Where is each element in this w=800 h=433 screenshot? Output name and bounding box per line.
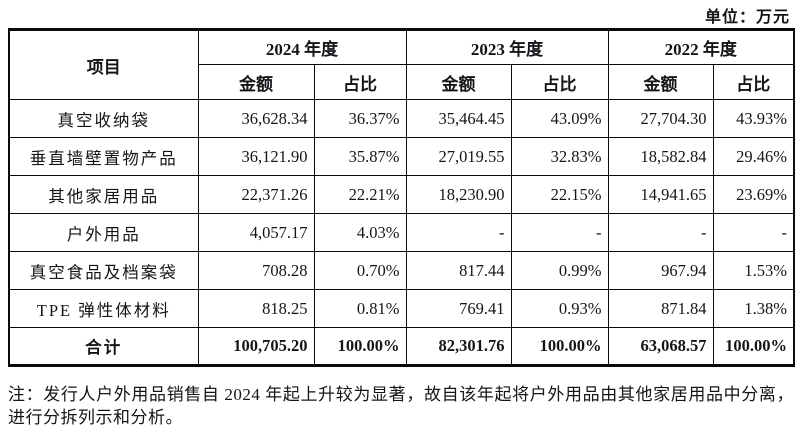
- amount-cell: 4,057.17: [197, 213, 315, 252]
- ratio-cell: -: [712, 213, 795, 252]
- amount-cell: 63,068.57: [607, 327, 714, 366]
- amount-cell: 35,464.45: [405, 99, 512, 138]
- footnote: 注：发行人户外用品销售自 2024 年起上升较为显著，故自该年起将户外用品由其他…: [8, 385, 794, 427]
- table-row: 其他家居用品 22,371.26 22.21% 18,230.90 22.15% 14,9…: [8, 175, 795, 214]
- header-amount-2023: 金额: [405, 64, 512, 100]
- table-row: 户外用品 4,057.17 4.03% - - - -: [8, 213, 795, 252]
- amount-cell: 22,371.26: [197, 175, 315, 214]
- header-item: 项目: [8, 29, 199, 100]
- ratio-cell: 0.99%: [510, 251, 609, 290]
- amount-cell: 769.41: [405, 289, 512, 328]
- unit-label: 单位：万元: [704, 9, 790, 26]
- ratio-cell: 0.93%: [510, 289, 609, 328]
- table-row: TPE 弹性体材料 818.25 0.81% 769.41 0.93% 871.84 1.3…: [8, 289, 795, 328]
- row-item-label: 户外用品: [8, 213, 199, 252]
- ratio-cell: 29.46%: [712, 137, 795, 176]
- revenue-breakdown-table: 项目 2024 年度 2023 年度 2022 年度 金额 占比 金额 占比 金…: [8, 28, 795, 367]
- ratio-cell: 0.81%: [313, 289, 407, 328]
- ratio-cell: 100.00%: [712, 327, 795, 366]
- amount-cell: 18,230.90: [405, 175, 512, 214]
- ratio-cell: 36.37%: [313, 99, 407, 138]
- amount-cell: 36,121.90: [197, 137, 315, 176]
- ratio-cell: 32.83%: [510, 137, 609, 176]
- amount-cell: 708.28: [197, 251, 315, 290]
- header-ratio-2023: 占比: [510, 64, 609, 100]
- amount-cell: 82,301.76: [405, 327, 512, 366]
- header-year-2023: 2023 年度: [405, 29, 609, 65]
- amount-cell: -: [405, 213, 512, 252]
- amount-cell: 18,582.84: [607, 137, 714, 176]
- header-amount-2022: 金额: [607, 64, 714, 100]
- amount-cell: 818.25: [197, 289, 315, 328]
- row-item-label: TPE 弹性体材料: [8, 289, 199, 328]
- table-row: 真空收纳袋 36,628.34 36.37% 35,464.45 43.09% 27,70…: [8, 99, 795, 138]
- table-row: 垂直墙壁置物产品 36,121.90 35.87% 27,019.55 32.83% 18…: [8, 137, 795, 176]
- row-item-label: 真空食品及档案袋: [8, 251, 199, 290]
- total-row: 合计 100,705.20 100.00% 82,301.76 100.00% 63,06…: [8, 327, 795, 366]
- table-row: 真空食品及档案袋 708.28 0.70% 817.44 0.99% 967.94 1.53…: [8, 251, 795, 290]
- ratio-cell: 4.03%: [313, 213, 407, 252]
- ratio-cell: 22.21%: [313, 175, 407, 214]
- ratio-cell: 22.15%: [510, 175, 609, 214]
- amount-cell: 14,941.65: [607, 175, 714, 214]
- header-ratio-2024: 占比: [313, 64, 407, 100]
- amount-cell: 27,704.30: [607, 99, 714, 138]
- amount-cell: 27,019.55: [405, 137, 512, 176]
- header-year-2024: 2024 年度: [197, 29, 407, 65]
- header-amount-2024: 金额: [197, 64, 315, 100]
- ratio-cell: 35.87%: [313, 137, 407, 176]
- amount-cell: 36,628.34: [197, 99, 315, 138]
- amount-cell: 817.44: [405, 251, 512, 290]
- amount-cell: 871.84: [607, 289, 714, 328]
- table-header: 项目 2024 年度 2023 年度 2022 年度 金额 占比 金额 占比 金…: [8, 29, 795, 100]
- header-ratio-2022: 占比: [712, 64, 795, 100]
- ratio-cell: 1.53%: [712, 251, 795, 290]
- amount-cell: 967.94: [607, 251, 714, 290]
- ratio-cell: -: [510, 213, 609, 252]
- ratio-cell: 100.00%: [510, 327, 609, 366]
- amount-cell: 100,705.20: [197, 327, 315, 366]
- ratio-cell: 0.70%: [313, 251, 407, 290]
- ratio-cell: 43.09%: [510, 99, 609, 138]
- ratio-cell: 1.38%: [712, 289, 795, 328]
- amount-cell: -: [607, 213, 714, 252]
- ratio-cell: 43.93%: [712, 99, 795, 138]
- header-year-2022: 2022 年度: [607, 29, 795, 65]
- ratio-cell: 23.69%: [712, 175, 795, 214]
- row-item-label: 其他家居用品: [8, 175, 199, 214]
- row-item-label: 垂直墙壁置物产品: [8, 137, 199, 176]
- row-item-label: 合计: [8, 327, 199, 366]
- ratio-cell: 100.00%: [313, 327, 407, 366]
- row-item-label: 真空收纳袋: [8, 99, 199, 138]
- table-body: 真空收纳袋 36,628.34 36.37% 35,464.45 43.09% 27,70…: [8, 99, 795, 366]
